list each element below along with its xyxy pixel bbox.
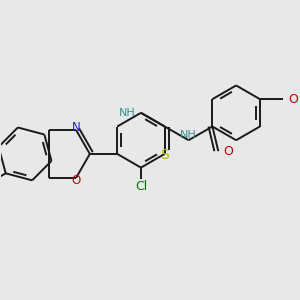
Text: N: N <box>72 121 80 134</box>
Text: O: O <box>71 174 81 187</box>
Text: S: S <box>160 148 169 162</box>
Text: O: O <box>288 93 298 106</box>
Text: NH: NH <box>180 130 197 140</box>
Text: NH: NH <box>119 108 136 118</box>
Text: O: O <box>223 145 233 158</box>
Text: Cl: Cl <box>135 180 147 193</box>
